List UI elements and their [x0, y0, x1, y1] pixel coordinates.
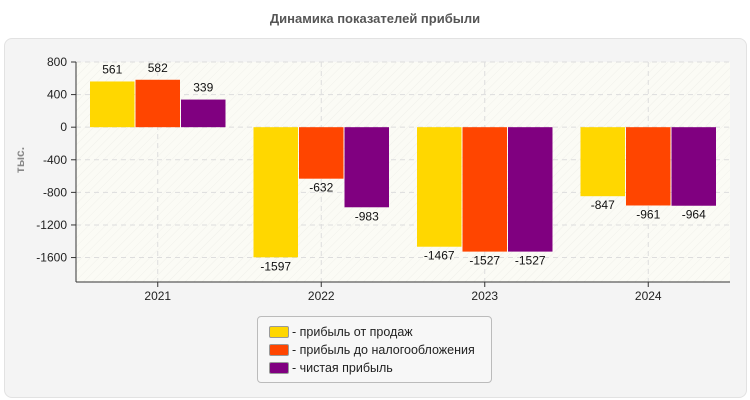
data-label: -1527 [515, 254, 546, 268]
legend-swatch [269, 326, 289, 338]
legend-swatch [269, 344, 289, 356]
data-label: -983 [355, 209, 379, 223]
y-tick-label: -800 [43, 185, 67, 199]
data-label: -961 [636, 207, 660, 221]
legend-label: - чистая прибыль [292, 361, 393, 375]
x-tick-label: 2022 [308, 289, 335, 303]
data-label: 339 [193, 81, 213, 95]
bar-2022-s1 [299, 127, 344, 179]
bar-2023-s1 [462, 127, 507, 252]
y-tick-label: -400 [43, 153, 67, 167]
legend: - прибыль от продаж - прибыль до налогоо… [257, 316, 492, 383]
x-tick-label: 2021 [144, 289, 171, 303]
bar-2021-s0 [90, 81, 135, 128]
data-label: -1597 [260, 259, 291, 273]
y-axis-label: тыс. [13, 147, 27, 173]
y-tick-label: 400 [47, 88, 67, 102]
data-label: 582 [148, 61, 168, 75]
data-label: -632 [309, 181, 333, 195]
y-tick-label: -1200 [36, 218, 67, 232]
chart-title: Динамика показателей прибыли [269, 11, 481, 26]
legend-item-sales-profit[interactable]: - прибыль от продаж [269, 325, 413, 339]
bar-2023-s2 [508, 127, 553, 252]
data-label: -847 [591, 198, 615, 212]
data-label: -1467 [424, 249, 455, 263]
x-tick-label: 2023 [471, 289, 498, 303]
bar-2024-s2 [671, 127, 716, 206]
bar-2024-s0 [580, 127, 625, 197]
bar-2022-s2 [344, 127, 389, 208]
data-label: -964 [682, 208, 706, 222]
data-label: 561 [102, 62, 122, 76]
legend-item-pretax-profit[interactable]: - прибыль до налогообложения [269, 343, 475, 357]
y-tick-label: 0 [60, 120, 67, 134]
bar-2024-s1 [626, 127, 671, 206]
bar-2023-s0 [417, 127, 462, 247]
legend-item-net-profit[interactable]: - чистая прибыль [269, 361, 393, 375]
bar-2021-s1 [135, 79, 180, 128]
legend-swatch [269, 362, 289, 374]
bar-2021-s2 [181, 99, 226, 128]
x-tick-label: 2024 [635, 289, 662, 303]
data-label: -1527 [469, 254, 500, 268]
bar-2022-s0 [253, 127, 298, 258]
legend-label: - прибыль от продаж [292, 325, 413, 339]
y-tick-label: -1600 [36, 251, 67, 265]
legend-label: - прибыль до налогообложения [292, 343, 475, 357]
y-tick-label: 800 [47, 55, 67, 69]
